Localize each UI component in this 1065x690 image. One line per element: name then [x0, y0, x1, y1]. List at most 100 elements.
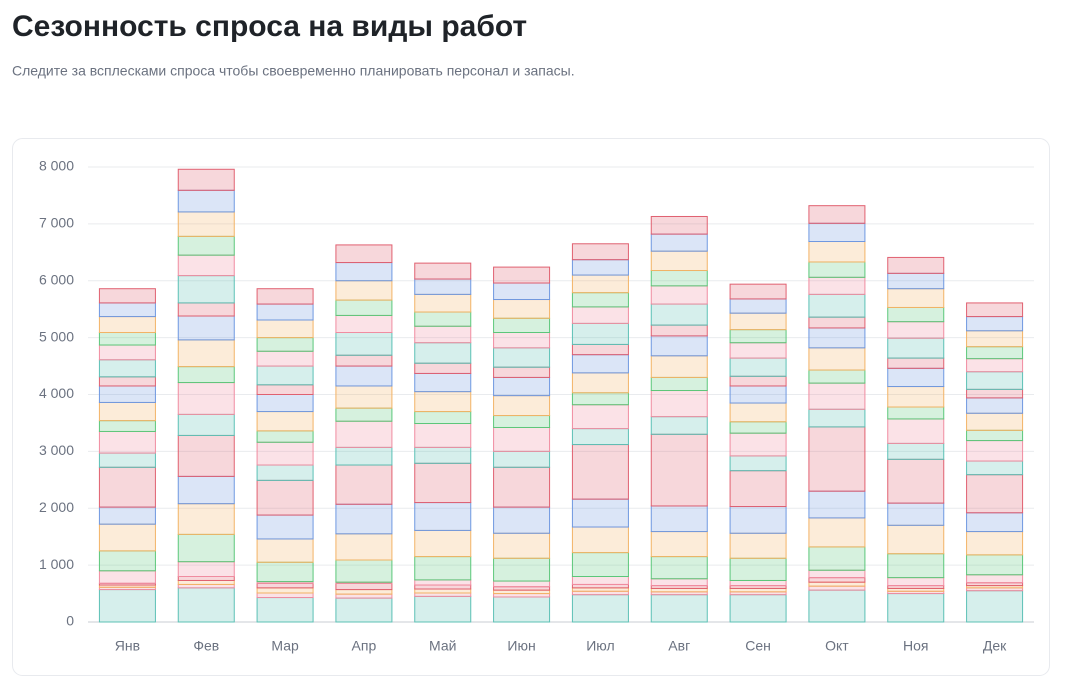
bar-segment [650, 578, 708, 587]
bar-segment [887, 458, 945, 504]
bar-segment [887, 306, 945, 323]
chart-card [12, 138, 1050, 676]
bar-segment [177, 587, 235, 623]
y-tick-label: 0 [66, 613, 74, 629]
y-tick-label: 3 000 [39, 442, 74, 458]
bar-segment [177, 211, 235, 237]
bar-segment [98, 401, 156, 422]
bar-segment [966, 429, 1024, 442]
bar-segment [729, 432, 787, 457]
y-tick-label: 5 000 [39, 328, 74, 344]
bar-segment [256, 538, 314, 563]
bar-segment [414, 446, 472, 464]
bar-segment [966, 346, 1024, 360]
bar-segment [729, 594, 787, 623]
bar-segment [256, 303, 314, 321]
bar-segment [650, 215, 708, 235]
bar-segment [256, 561, 314, 583]
bar-segment [98, 420, 156, 432]
bar-segment [887, 367, 945, 388]
bar-segment [650, 390, 708, 418]
bar-segment [729, 421, 787, 434]
chart-title: Сезонность спроса на виды работ [12, 10, 527, 43]
bar-segment [256, 430, 314, 443]
bar-segment [571, 587, 629, 592]
bar-segment [414, 584, 472, 590]
bar-segment [966, 512, 1024, 533]
bar-segment [98, 316, 156, 334]
bar-segment [414, 556, 472, 581]
bar-segment [966, 574, 1024, 584]
bar-segment [650, 416, 708, 435]
bar-segment [808, 261, 866, 278]
chart-subtitle: Следите за всплесками спроса чтобы своев… [12, 63, 575, 79]
bar-segment [493, 415, 551, 428]
bar-segment [256, 592, 314, 599]
bar-segment [808, 369, 866, 384]
bar-segment [808, 327, 866, 349]
bar-segment [177, 413, 235, 436]
bar-segment [177, 533, 235, 563]
x-tick-label: Фев [193, 638, 219, 654]
bar-segment [887, 406, 945, 420]
bar-segment [571, 392, 629, 406]
bar-segment [414, 342, 472, 364]
bar-segment [256, 365, 314, 386]
bar-segment [98, 344, 156, 361]
bar-segment [808, 347, 866, 371]
bar-segment [966, 397, 1024, 414]
bar-segment [729, 329, 787, 344]
bar-segment [256, 464, 314, 481]
bar-segment [650, 285, 708, 305]
bar-segment [887, 288, 945, 308]
bar-segment [335, 332, 393, 356]
bar-segment [98, 550, 156, 572]
bar-segment [729, 455, 787, 472]
bar-segment [887, 272, 945, 290]
y-tick-label: 1 000 [39, 556, 74, 572]
bar-segment [571, 404, 629, 430]
bar-segment [256, 384, 314, 395]
x-tick-label: Янв [115, 638, 140, 654]
bar-segment [808, 546, 866, 571]
bar-segment [256, 514, 314, 540]
bar-segment [335, 365, 393, 387]
bar-segment [887, 386, 945, 408]
bar-segment [414, 278, 472, 295]
bar-segment [177, 579, 235, 585]
bar-segment [256, 587, 314, 594]
bar-segment [414, 502, 472, 531]
bar-segment [414, 592, 472, 597]
bar-segment [98, 570, 156, 584]
bar-segment [729, 532, 787, 559]
bar-segment [887, 321, 945, 339]
bar-segment [493, 266, 551, 284]
bar-segment [966, 412, 1024, 431]
x-tick-label: Дек [983, 638, 1007, 654]
bar-segment [808, 408, 866, 428]
bar-segment [98, 332, 156, 346]
x-tick-label: Ноя [903, 638, 928, 654]
bar-segment [966, 371, 1024, 390]
bar-segment [729, 312, 787, 331]
bar-segment [98, 506, 156, 525]
bar-segment [887, 442, 945, 460]
bar-segment [887, 357, 945, 369]
bar-segment [966, 330, 1024, 348]
bar-segment [808, 205, 866, 224]
bar-segment [414, 579, 472, 586]
bar-segment [808, 222, 866, 243]
bar-segment [729, 357, 787, 377]
bar-segment [177, 189, 235, 213]
bar-segment [493, 596, 551, 623]
bar-segment [177, 254, 235, 277]
bar-segment [335, 446, 393, 466]
bar-segment [966, 388, 1024, 399]
bar-segment [571, 372, 629, 394]
bar-segment [177, 315, 235, 341]
y-tick-label: 2 000 [39, 499, 74, 515]
bar-segment [571, 444, 629, 500]
bar-segment [650, 335, 708, 357]
bar-segment [571, 354, 629, 374]
bar-segment [414, 293, 472, 313]
